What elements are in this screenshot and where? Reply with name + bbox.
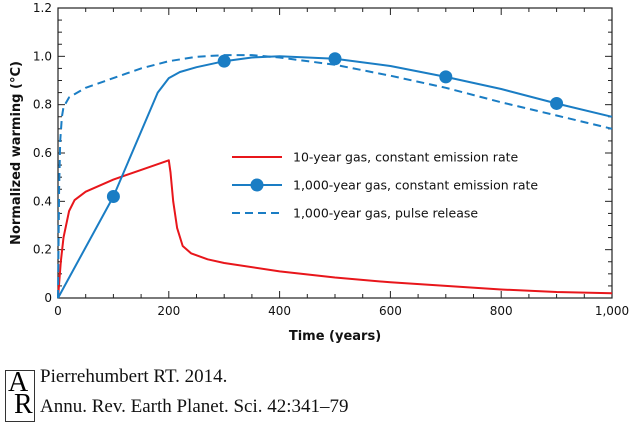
x-tick-label: 200 [157, 304, 180, 318]
legend-marker [250, 178, 264, 192]
legend-label-2: 1,000-year gas, pulse release [293, 206, 478, 221]
x-tick-label: 1,000 [595, 304, 629, 318]
series-line-1 [57, 55, 613, 299]
x-tick-label: 600 [379, 304, 402, 318]
data-point-marker [439, 70, 453, 84]
data-point-marker [328, 52, 342, 66]
y-tick-label: 0.8 [33, 98, 52, 112]
data-point-marker [550, 96, 564, 110]
x-tick-label: 0 [54, 304, 62, 318]
legend-label-0: 10-year gas, constant emission rate [293, 150, 519, 165]
citation-line-2: Annu. Rev. Earth Planet. Sci. 42:341–79 [40, 396, 349, 417]
chart: 0 200 400 600 800 1,000 0 0.2 0.4 0.6 0.8 1.0 1.2 Tim… [9, 1, 629, 344]
y-tick-label: 0.2 [33, 243, 52, 257]
citation-line-1: Pierrehumbert RT. 2014. [40, 366, 228, 387]
y-tick-label: 0 [44, 291, 52, 305]
series-line-0 [57, 159, 613, 299]
y-tick-label: 0.6 [33, 146, 52, 160]
data-point-marker [106, 190, 120, 203]
y-tick-label: 0.4 [33, 194, 52, 208]
y-tick-label: 1.0 [33, 49, 52, 63]
y-tick-label: 1.2 [33, 1, 52, 15]
y-axis-label: Normalized warming (°C) [9, 61, 24, 245]
x-axis-label: Time (years) [289, 329, 381, 344]
data-point-marker [217, 54, 231, 68]
legend-label-1: 1,000-year gas, constant emission rate [293, 178, 538, 193]
x-tick-label: 400 [268, 304, 291, 318]
x-tick-label: 800 [490, 304, 513, 318]
